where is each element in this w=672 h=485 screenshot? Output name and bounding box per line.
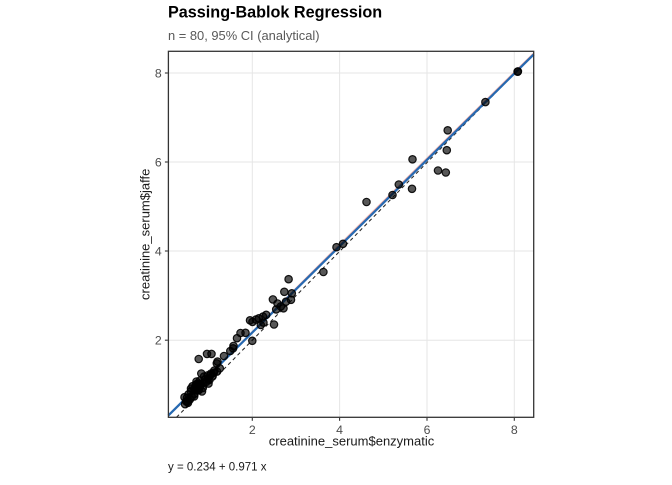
svg-text:6: 6 bbox=[424, 423, 431, 437]
svg-text:6: 6 bbox=[155, 155, 162, 169]
svg-text:8: 8 bbox=[511, 423, 518, 437]
svg-text:4: 4 bbox=[336, 423, 343, 437]
svg-text:2: 2 bbox=[249, 423, 256, 437]
svg-text:creatinine_serum$enzymatic: creatinine_serum$enzymatic bbox=[269, 434, 435, 449]
svg-text:2: 2 bbox=[155, 334, 162, 348]
svg-text:y = 0.234 + 0.971 x: y = 0.234 + 0.971 x bbox=[168, 461, 267, 473]
svg-text:creatinine_serum$jaffe: creatinine_serum$jaffe bbox=[138, 169, 153, 300]
svg-text:n = 80, 95% CI (analytical): n = 80, 95% CI (analytical) bbox=[168, 28, 320, 43]
svg-text:8: 8 bbox=[155, 66, 162, 80]
svg-text:4: 4 bbox=[155, 244, 162, 258]
svg-text:Passing-Bablok Regression: Passing-Bablok Regression bbox=[168, 4, 382, 22]
